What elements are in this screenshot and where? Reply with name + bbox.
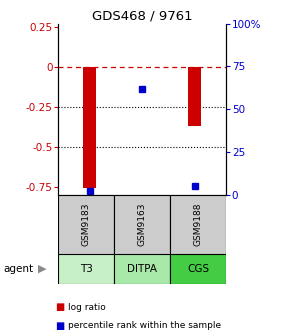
Text: GSM9163: GSM9163 [137, 203, 147, 246]
Text: ■: ■ [55, 302, 64, 312]
Bar [114, 195, 170, 254]
Text: log ratio: log ratio [68, 303, 106, 312]
Text: CGS: CGS [187, 264, 209, 274]
Text: DITPA: DITPA [127, 264, 157, 274]
Bar [83, 67, 96, 188]
Text: ■: ■ [55, 321, 64, 331]
Text: GSM9188: GSM9188 [194, 203, 203, 246]
Bar [58, 254, 114, 284]
Title: GDS468 / 9761: GDS468 / 9761 [92, 9, 192, 23]
Text: GSM9183: GSM9183 [81, 203, 90, 246]
Bar [188, 67, 201, 126]
Bar [58, 195, 114, 254]
Text: agent: agent [3, 264, 33, 274]
Bar [170, 254, 226, 284]
Bar [170, 195, 226, 254]
Text: percentile rank within the sample: percentile rank within the sample [68, 322, 221, 330]
Text: ▶: ▶ [38, 264, 46, 274]
Bar [114, 254, 170, 284]
Text: T3: T3 [79, 264, 93, 274]
